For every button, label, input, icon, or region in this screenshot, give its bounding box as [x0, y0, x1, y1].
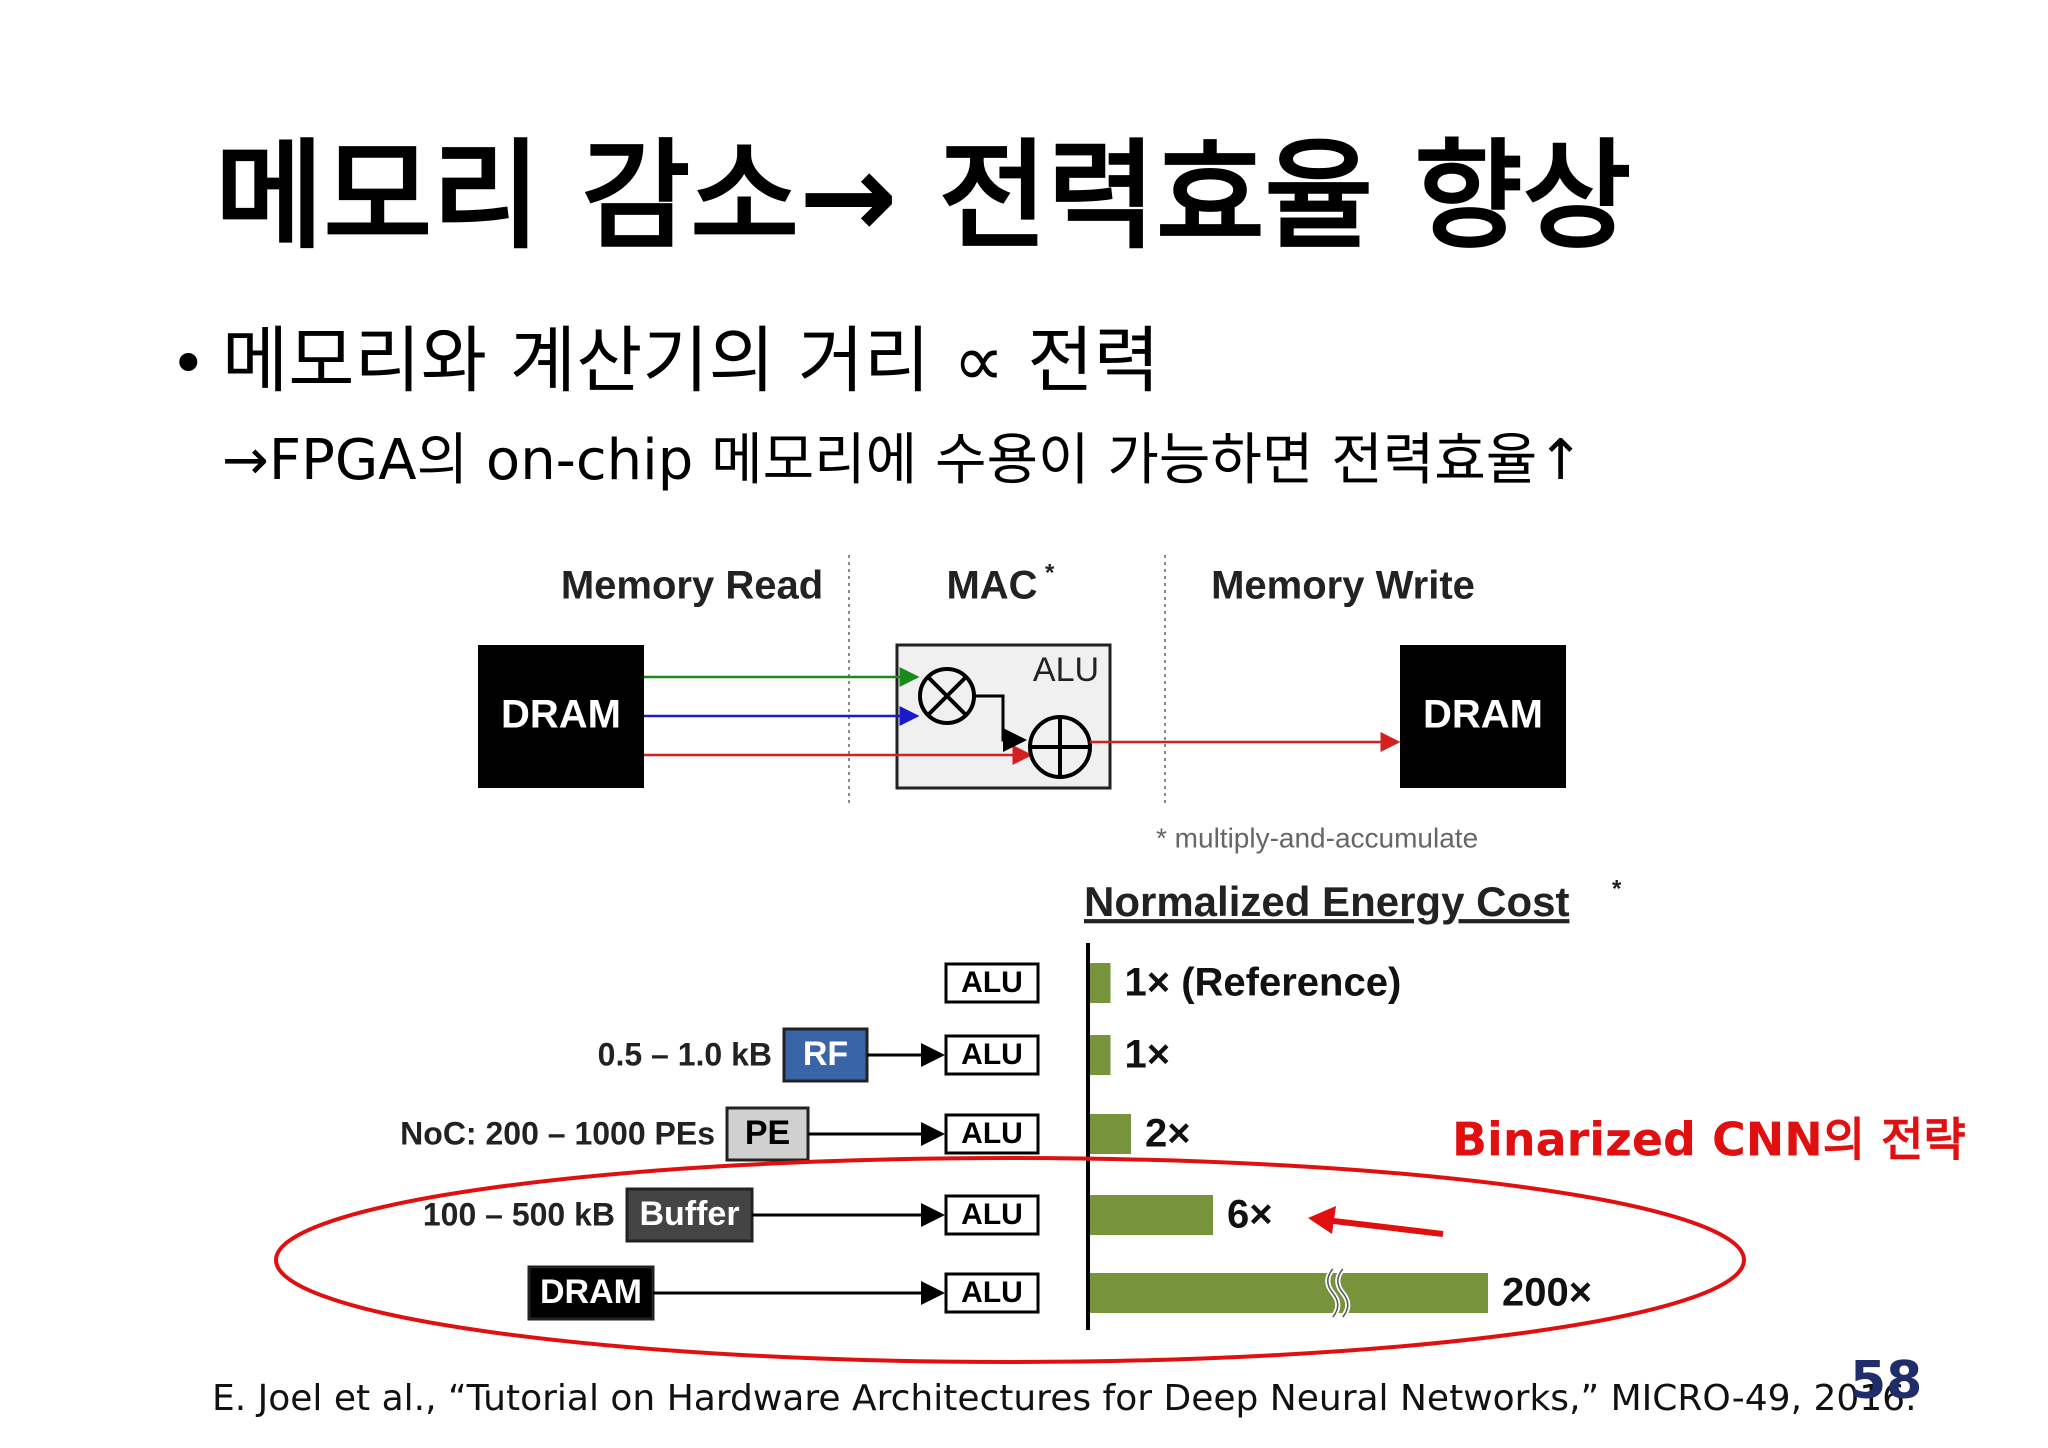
value-label: 200× [1502, 1271, 1592, 1315]
alu-label: ALU [1033, 651, 1099, 689]
memory-box [782, 1027, 869, 1083]
value-label: 2× [1145, 1112, 1191, 1156]
value-label: 6× [1227, 1193, 1273, 1237]
alu-unit-label: ALU [961, 966, 1023, 999]
value-label: 1× [1125, 1033, 1171, 1077]
slide-title: 메모리 감소→ 전력효율 향상 [215, 127, 1631, 265]
rows: ALU 1× (Reference) ALU RF 0.5 – 1.0 kB 1× ALU P… [400, 961, 1592, 1321]
bar [1090, 1273, 1488, 1313]
citation: E. Joel et al., “Tutorial on Hardware Ar… [212, 1378, 1917, 1419]
alu-unit [944, 1113, 1040, 1155]
memory-box-label: Buffer [639, 1195, 739, 1233]
bullet-marker: • [170, 327, 207, 400]
dram-box [478, 645, 644, 788]
bar [1090, 1114, 1131, 1154]
memory-read-label: Memory Read [561, 564, 823, 608]
alu-unit [944, 1034, 1040, 1076]
memory-box [625, 1187, 754, 1243]
bar [1090, 1195, 1213, 1235]
alu-unit-label: ALU [961, 1198, 1023, 1231]
chart-title: Normalized Energy Cost [1084, 878, 1569, 925]
alu-unit [944, 1194, 1040, 1236]
page-number: 58 [1850, 1351, 1922, 1411]
mac-label: MAC [946, 564, 1037, 608]
chart-title-mark: * [1612, 875, 1622, 902]
wire [974, 694, 1027, 752]
multiply [926, 675, 968, 717]
dram-box [1400, 645, 1566, 788]
alu-unit-label: ALU [961, 1117, 1023, 1150]
alu-unit-label: ALU [961, 1038, 1023, 1071]
annotation-arrow [1308, 1206, 1336, 1234]
memory-box-label: RF [803, 1035, 848, 1073]
add [1030, 717, 1090, 777]
memory-box-label: PE [745, 1114, 790, 1152]
value-label: 1× (Reference) [1125, 961, 1402, 1005]
size-label: NoC: 200 – 1000 PEs [400, 1115, 715, 1151]
annotation-arrow [1324, 1217, 1444, 1237]
highlight-ellipse [274, 1156, 1746, 1364]
size-label: 0.5 – 1.0 kB [598, 1036, 772, 1072]
bullet-text: 메모리와 계산기의 거리 ∝ 전력 [222, 319, 1160, 403]
alu-unit [944, 962, 1040, 1004]
dram-label: DRAM [1423, 693, 1543, 737]
axis-break [1327, 1268, 1349, 1318]
sub-line: →FPGA의 on-chip 메모리에 수용이 가능하면 전력효율↑ [222, 428, 1584, 493]
annotation: Binarized CNN의 전략 [1452, 1113, 1966, 1167]
bar [1090, 1035, 1111, 1075]
memory-box-label: DRAM [540, 1273, 642, 1311]
alu-unit [944, 1272, 1040, 1314]
memory-write-label: Memory Write [1211, 564, 1475, 608]
bar [1090, 963, 1111, 1003]
dram-label: DRAM [501, 693, 621, 737]
alu-unit-label: ALU [961, 1276, 1023, 1309]
mac-mark: * [1045, 559, 1055, 586]
size-label: 100 – 500 kB [423, 1196, 615, 1232]
footnote: * multiply-and-accumulate [1156, 822, 1478, 853]
